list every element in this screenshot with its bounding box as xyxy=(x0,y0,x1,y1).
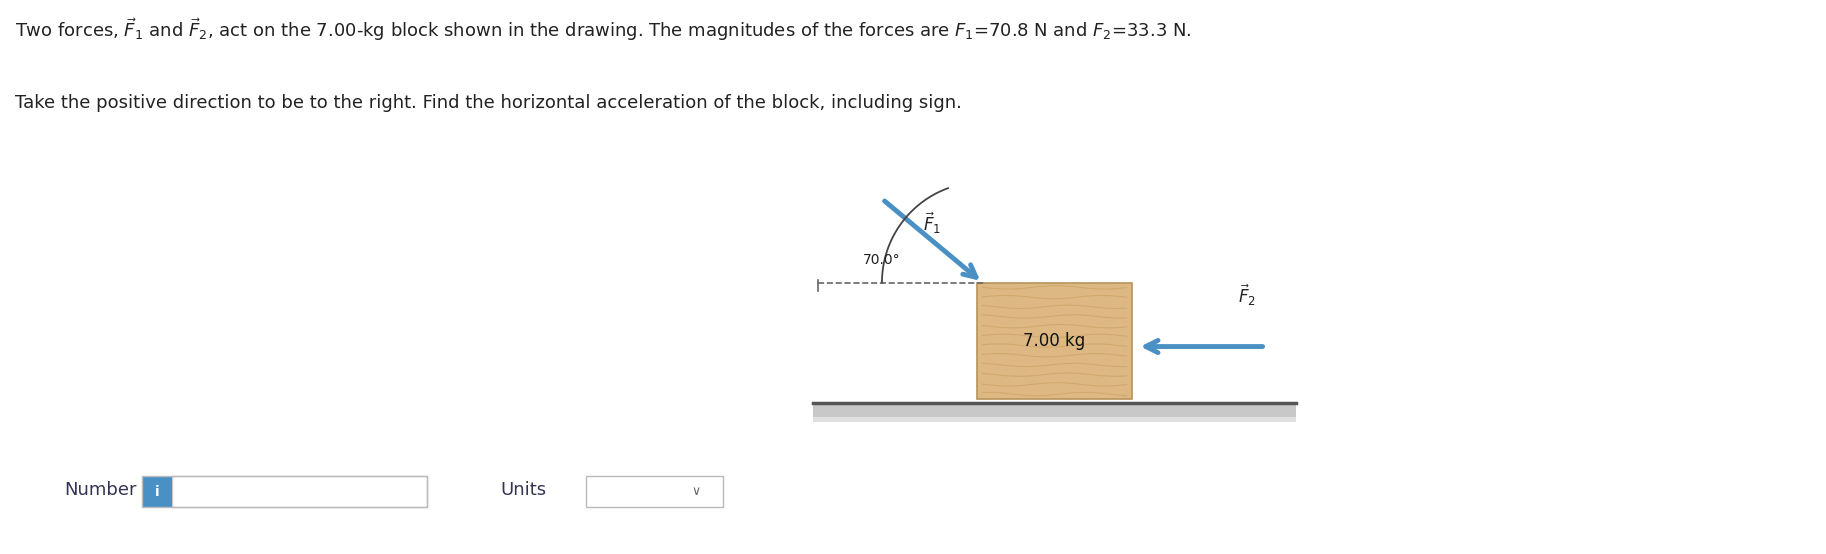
Bar xyxy=(172,476,427,507)
Text: Two forces, $\vec{F}_1$ and $\vec{F}_2$, act on the 7.00-kg block shown in the d: Two forces, $\vec{F}_1$ and $\vec{F}_2$,… xyxy=(15,17,1191,43)
Bar xyxy=(586,476,723,507)
Text: Take the positive direction to be to the right. Find the horizontal acceleration: Take the positive direction to be to the… xyxy=(15,94,962,112)
Text: ∨: ∨ xyxy=(692,485,699,498)
Bar xyxy=(813,403,1296,417)
Bar xyxy=(977,283,1132,399)
Text: Units: Units xyxy=(500,481,546,499)
Text: 7.00 kg: 7.00 kg xyxy=(1023,332,1086,350)
Text: 70.0°: 70.0° xyxy=(864,253,900,268)
Text: i: i xyxy=(155,485,159,499)
Text: $\vec{F}_1$: $\vec{F}_1$ xyxy=(922,211,940,236)
Text: $\vec{F}_2$: $\vec{F}_2$ xyxy=(1238,282,1256,307)
Bar xyxy=(142,476,172,507)
Bar xyxy=(813,416,1296,422)
Bar xyxy=(142,476,427,507)
Text: Number: Number xyxy=(64,481,137,499)
